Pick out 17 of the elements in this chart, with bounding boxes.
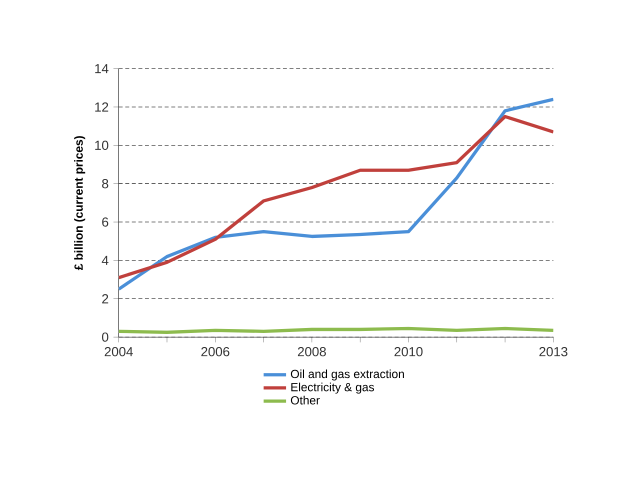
legend-label: Other xyxy=(290,396,320,404)
y-axis-title: £ billion (current prices) xyxy=(74,136,86,270)
legend-label: Electricity & gas xyxy=(291,382,374,394)
y-tick-label: 4 xyxy=(102,256,108,265)
y-tick-label: 8 xyxy=(102,179,108,188)
x-tick-label: 2004 xyxy=(104,346,133,356)
x-tick-label: 2006 xyxy=(201,346,230,356)
y-tick-label: 2 xyxy=(102,294,108,304)
legend-label: Oil and gas extraction xyxy=(290,369,404,380)
y-tick-label: 0 xyxy=(102,332,108,342)
x-tick-label: 2010 xyxy=(394,346,423,356)
y-tick-label: 12 xyxy=(95,102,108,112)
y-tick-label: 10 xyxy=(95,140,108,150)
y-tick-label: 6 xyxy=(102,217,108,227)
y-tick-label: 14 xyxy=(95,64,108,74)
x-tick-label: 2008 xyxy=(298,346,326,356)
x-tick-label: 2013 xyxy=(539,346,568,356)
